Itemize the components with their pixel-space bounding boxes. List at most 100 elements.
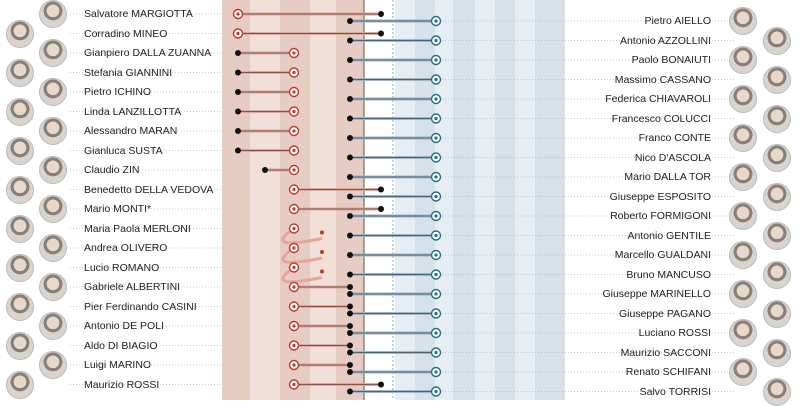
politician-photo <box>6 292 34 321</box>
dot-marker <box>347 57 353 63</box>
ring-marker-center <box>434 38 438 43</box>
politician-photo <box>729 7 757 35</box>
dot-marker <box>235 108 241 115</box>
politician-photo <box>6 136 34 165</box>
background-band <box>453 0 475 400</box>
politician-photo <box>729 202 757 230</box>
background-band <box>222 0 250 400</box>
politician-photo <box>39 78 67 106</box>
left-name-label: Alessandro MARAN <box>84 125 178 137</box>
right-name-label: Paolo BONAIUTI <box>631 54 711 66</box>
politician-photo <box>729 85 757 113</box>
left-name-label: Pier Ferdinando CASINI <box>84 300 197 313</box>
politician-photo <box>763 221 791 250</box>
left-name-label: Andrea OLIVERO <box>84 242 168 254</box>
politician-photo <box>763 26 791 55</box>
left-name-label: Aldo DI BIAGIO <box>84 339 158 352</box>
left-name-label: Gabriele ALBERTINI <box>84 281 181 293</box>
dot-marker <box>347 252 353 258</box>
ring-marker-center <box>434 175 438 179</box>
dot-marker <box>235 69 241 76</box>
ring-marker-center <box>292 382 296 387</box>
ring-marker-center <box>292 90 296 94</box>
dot-marker <box>378 381 384 388</box>
switch-arc <box>281 227 323 245</box>
right-name-label: Nico D'ASCOLA <box>634 151 711 164</box>
ring-marker-center <box>434 97 438 101</box>
ring-marker-center <box>292 363 296 367</box>
ring-marker-center <box>292 304 296 309</box>
politician-photo <box>6 19 34 48</box>
ring-marker-center <box>236 12 240 16</box>
dot-marker <box>378 11 384 17</box>
left-name-label: Benedetto DELLA VEDOVA <box>84 183 214 196</box>
politician-photo <box>729 358 757 386</box>
ring-marker-center <box>434 58 438 62</box>
ring-marker-center <box>434 233 438 238</box>
switch-arc <box>281 266 323 284</box>
dot-marker <box>347 284 353 290</box>
dot-marker <box>347 303 353 310</box>
left-name-label: Antonio DE POLI <box>84 320 164 332</box>
dot-marker <box>347 330 353 336</box>
dot-marker <box>347 232 353 239</box>
ring-marker-center <box>292 324 296 328</box>
dot-marker <box>378 206 384 212</box>
ring-marker-center <box>236 31 240 36</box>
right-name-label: Giuseppe MARINELLO <box>602 288 711 300</box>
ring-marker-center <box>434 194 438 199</box>
dot-marker <box>347 362 353 368</box>
right-name-label: Giuseppe ESPOSITO <box>609 190 711 203</box>
left-name-label: Luigi MARINO <box>84 359 152 371</box>
ring-marker-center <box>292 70 296 75</box>
arc-end-marker <box>320 250 324 254</box>
politician-photo <box>6 58 34 87</box>
dot-marker <box>235 50 241 56</box>
background-band <box>535 0 565 400</box>
politician-photo <box>39 195 67 223</box>
ring-marker-center <box>434 311 438 316</box>
dot-marker <box>347 349 353 356</box>
ring-marker-center <box>292 51 296 55</box>
ring-marker-center <box>292 168 296 172</box>
ring-marker-center <box>434 272 438 277</box>
politician-photo <box>729 319 757 347</box>
ring-marker-center <box>292 265 296 270</box>
right-name-label: Federica CHIAVAROLI <box>605 93 711 105</box>
politician-photo <box>6 253 34 282</box>
dot-marker <box>262 167 268 173</box>
politician-photo <box>763 182 791 211</box>
ring-marker-center <box>434 77 438 82</box>
right-name-label: Renato SCHIFANI <box>625 366 711 378</box>
left-name-label: Claudio ZIN <box>84 164 140 176</box>
politician-photo <box>39 0 67 28</box>
background-band <box>250 0 280 400</box>
ring-marker-center <box>434 155 438 160</box>
ring-marker-center <box>434 253 438 257</box>
politician-photo <box>39 351 67 379</box>
dot-marker <box>347 76 353 83</box>
dot-marker <box>347 213 353 219</box>
politician-photo <box>763 104 791 133</box>
ring-marker-center <box>292 148 296 153</box>
left-name-label: Gianpiero DALLA ZUANNA <box>84 47 212 59</box>
ring-marker-center <box>434 292 438 296</box>
politician-photo <box>763 143 791 172</box>
politician-photo <box>729 46 757 74</box>
politician-photo <box>763 338 791 367</box>
dot-marker <box>347 291 353 297</box>
ring-marker-center <box>292 285 296 289</box>
ring-marker-center <box>434 331 438 335</box>
dot-marker <box>347 37 353 44</box>
politician-photo <box>39 312 67 340</box>
politician-photo <box>763 260 791 289</box>
left-name-label: Corradino MINEO <box>84 27 168 40</box>
ring-marker-center <box>434 350 438 355</box>
right-name-label: Pietro AIELLO <box>644 15 711 27</box>
background-band <box>310 0 336 400</box>
dot-marker <box>347 154 353 161</box>
politician-photo <box>39 156 67 184</box>
politician-photo <box>729 124 757 152</box>
politician-photo <box>39 39 67 67</box>
dot-marker <box>235 147 241 154</box>
